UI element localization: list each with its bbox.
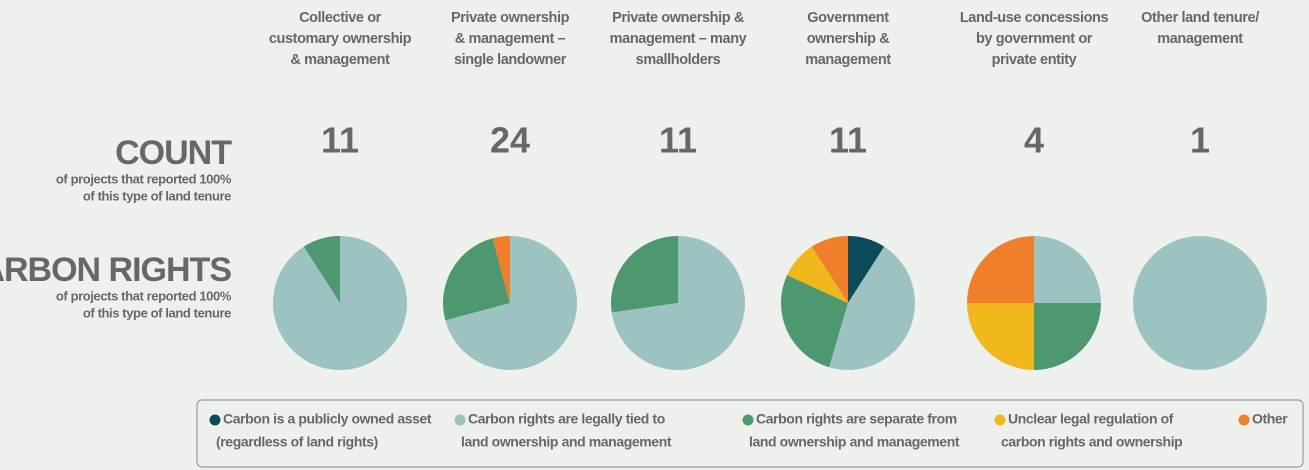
pie-slice <box>811 236 848 303</box>
pie-slice <box>967 236 1034 303</box>
pie-slice <box>611 236 746 370</box>
row-subtitle: of this type of land tenure <box>83 305 231 320</box>
column-title: Private ownership <box>451 10 570 26</box>
row-subtitle: of this type of land tenure <box>83 188 231 203</box>
legend-swatch <box>742 414 754 426</box>
legend-label: land ownership and management <box>749 434 960 450</box>
legend-label: land ownership and management <box>461 434 672 450</box>
pie-slice <box>303 236 340 303</box>
column-title: management <box>1157 31 1243 47</box>
column-title: Government <box>807 10 889 26</box>
pie-slice <box>787 246 848 303</box>
pie-slice <box>781 275 848 368</box>
count-value: 11 <box>659 120 697 161</box>
column-title: Other land tenure/ <box>1141 10 1259 26</box>
pie-slice <box>442 238 510 321</box>
legend-swatch <box>454 414 466 426</box>
count-value: 1 <box>1190 120 1210 161</box>
legend-label: (regardless of land rights) <box>216 434 378 450</box>
pie-slice <box>1034 236 1101 303</box>
legend-label: Carbon is a publicly owned asset <box>223 411 432 427</box>
pie-slice <box>492 236 510 303</box>
row-subtitle: of projects that reported 100% <box>56 171 232 186</box>
column-title: & management – <box>455 31 566 47</box>
column-title: customary ownership <box>269 31 412 47</box>
pie-slice <box>829 246 915 371</box>
legend-swatch <box>1238 414 1250 426</box>
legend-label: Other <box>1252 411 1288 427</box>
column-title: Private ownership & <box>612 10 745 26</box>
count-value: 4 <box>1024 120 1044 161</box>
pie-slice <box>967 303 1034 370</box>
row-subtitle: of projects that reported 100% <box>56 288 232 303</box>
column-title: single landowner <box>454 52 567 68</box>
legend-label: Unclear legal regulation of <box>1008 411 1174 427</box>
legend-label: Carbon rights are separate from <box>756 411 957 427</box>
count-value: 11 <box>321 120 359 161</box>
column-title: by government or <box>976 31 1093 47</box>
column-title: management <box>805 52 891 68</box>
row-title: CARBON RIGHTS <box>0 251 231 289</box>
column-title: Collective or <box>299 10 382 26</box>
pie-slice <box>610 236 678 313</box>
legend-label: Carbon rights are legally tied to <box>468 411 665 427</box>
legend-label: carbon rights and ownership <box>1001 434 1182 450</box>
column-title: smallholders <box>636 52 721 68</box>
pie-slice <box>848 236 885 303</box>
column-title: private entity <box>992 52 1077 68</box>
column-title: & management <box>290 52 390 68</box>
legend-swatch <box>994 414 1006 426</box>
column-title: management – many <box>610 31 747 47</box>
count-value: 11 <box>829 120 867 161</box>
row-title: COUNT <box>115 134 232 172</box>
legend-swatch <box>209 414 221 426</box>
column-title: Land-use concessions <box>960 10 1109 26</box>
column-title: ownership & <box>807 31 891 47</box>
pie-slice <box>1034 303 1101 370</box>
pie-slice <box>445 236 577 370</box>
pie-slice <box>1133 236 1267 370</box>
count-value: 24 <box>490 120 530 161</box>
legend-box <box>196 399 1304 468</box>
